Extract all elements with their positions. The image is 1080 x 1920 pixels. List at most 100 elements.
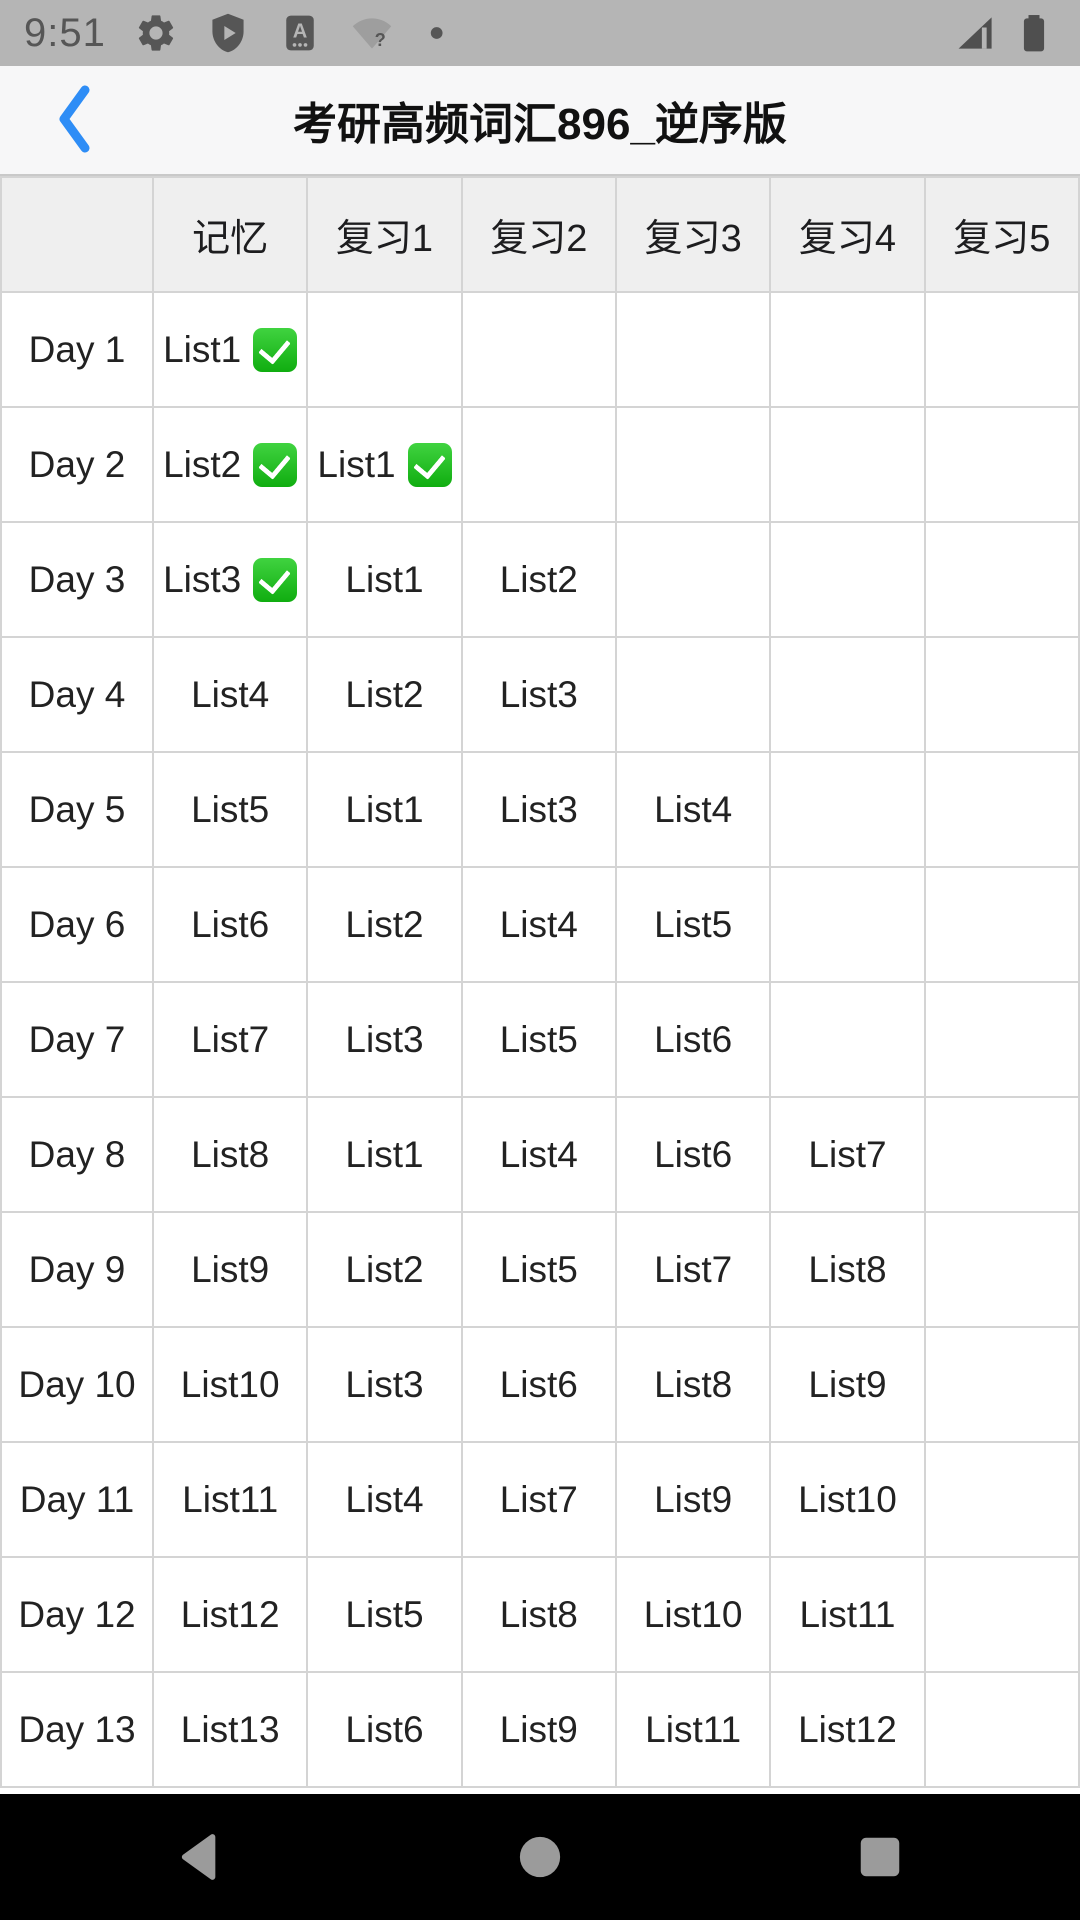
table-cell[interactable]: List2 [306,866,463,983]
table-row: Day 8 List8 List1 List4 List6 List7 [0,1096,1080,1213]
table-cell[interactable] [306,291,463,408]
table-cell[interactable] [769,866,926,983]
table-cell[interactable] [923,981,1080,1098]
android-nav-bar [0,1794,1080,1920]
table-cell[interactable] [769,521,926,638]
table-cell[interactable]: List3 [306,1326,463,1443]
table-cell[interactable]: List9 [151,1211,309,1328]
col-header-review3: 复习3 [614,176,772,293]
shield-play-icon [206,11,250,55]
table-cell[interactable]: List9 [614,1441,772,1558]
table-cell[interactable] [769,751,926,868]
table-cell[interactable] [614,636,772,753]
table-cell[interactable]: List10 [614,1556,772,1673]
table-cell[interactable]: List12 [151,1556,309,1673]
table-cell[interactable]: List5 [151,751,309,868]
table-cell[interactable]: List6 [151,866,309,983]
table-cell[interactable]: List3 [151,521,309,638]
table-cell[interactable]: List5 [460,1211,617,1328]
back-button[interactable] [52,66,96,176]
nav-recents-button[interactable] [850,1827,910,1887]
table-cell[interactable] [923,1671,1080,1788]
table-cell[interactable] [923,521,1080,638]
table-cell[interactable]: List1 [306,1096,463,1213]
day-label: Day 11 [0,1441,154,1558]
table-cell[interactable] [769,406,926,523]
table-cell[interactable]: List7 [769,1096,926,1213]
col-header-review2: 复习2 [460,176,617,293]
table-cell[interactable]: List5 [306,1556,463,1673]
nav-home-button[interactable] [510,1827,570,1887]
table-cell[interactable] [769,291,926,408]
table-cell[interactable]: List4 [306,1441,463,1558]
table-cell[interactable]: List11 [614,1671,772,1788]
table-cell[interactable] [923,1211,1080,1328]
table-cell[interactable] [614,406,772,523]
table-cell[interactable]: List7 [460,1441,617,1558]
table-cell[interactable] [923,291,1080,408]
table-cell[interactable]: List11 [151,1441,309,1558]
table-cell[interactable]: List1 [306,751,463,868]
table-cell[interactable]: List13 [151,1671,309,1788]
table-cell[interactable] [614,521,772,638]
table-cell[interactable]: List3 [460,636,617,753]
table-cell[interactable]: List8 [614,1326,772,1443]
table-cell[interactable]: List7 [151,981,309,1098]
table-cell[interactable]: List6 [614,981,772,1098]
col-header-memorize: 记忆 [151,176,309,293]
day-label: Day 4 [0,636,154,753]
table-cell[interactable]: List8 [769,1211,926,1328]
table-cell[interactable]: List8 [460,1556,617,1673]
svg-text:?: ? [375,29,386,50]
table-cell[interactable]: List2 [151,406,309,523]
table-cell[interactable]: List4 [151,636,309,753]
table-cell[interactable]: List6 [614,1096,772,1213]
table-cell[interactable]: List2 [460,521,617,638]
table-cell[interactable]: List1 [306,406,463,523]
table-cell[interactable]: List5 [614,866,772,983]
table-cell[interactable]: List3 [460,751,617,868]
table-cell[interactable] [923,866,1080,983]
table-cell[interactable]: List9 [460,1671,617,1788]
table-cell[interactable] [460,291,617,408]
table-cell[interactable]: List10 [769,1441,926,1558]
table-cell[interactable]: List5 [460,981,617,1098]
table-cell[interactable] [769,636,926,753]
table-cell[interactable] [923,751,1080,868]
col-header-review1: 复习1 [306,176,463,293]
table-cell[interactable]: List6 [460,1326,617,1443]
table-cell[interactable] [923,1326,1080,1443]
table-cell[interactable]: List9 [769,1326,926,1443]
table-cell[interactable]: List2 [306,1211,463,1328]
clock-text: 9:51 [24,10,106,55]
table-cell[interactable]: List1 [306,521,463,638]
table-cell[interactable] [923,636,1080,753]
table-cell[interactable]: List10 [151,1326,309,1443]
table-row: Day 5 List5 List1 List3 List4 [0,751,1080,868]
table-cell[interactable]: List1 [151,291,309,408]
table-cell[interactable]: List11 [769,1556,926,1673]
schedule-table-container: 记忆 复习1 复习2 复习3 复习4 复习5 Day 1 List1 [0,176,1080,1794]
col-header-review5: 复习5 [923,176,1080,293]
table-cell[interactable] [923,1441,1080,1558]
table-cell[interactable]: List12 [769,1671,926,1788]
table-cell[interactable] [460,406,617,523]
table-cell[interactable] [923,1556,1080,1673]
table-cell[interactable]: List7 [614,1211,772,1328]
table-cell[interactable]: List4 [460,866,617,983]
nav-back-button[interactable] [170,1827,230,1887]
table-cell[interactable] [923,406,1080,523]
back-chevron-icon [52,82,96,161]
table-cell[interactable] [614,291,772,408]
table-cell[interactable]: List8 [151,1096,309,1213]
nav-recents-icon [860,1837,900,1877]
table-cell[interactable]: List4 [460,1096,617,1213]
col-header-review4: 复习4 [769,176,926,293]
table-cell[interactable] [923,1096,1080,1213]
day-label: Day 6 [0,866,154,983]
table-cell[interactable]: List3 [306,981,463,1098]
table-cell[interactable]: List2 [306,636,463,753]
table-cell[interactable]: List6 [306,1671,463,1788]
table-cell[interactable]: List4 [614,751,772,868]
table-cell[interactable] [769,981,926,1098]
